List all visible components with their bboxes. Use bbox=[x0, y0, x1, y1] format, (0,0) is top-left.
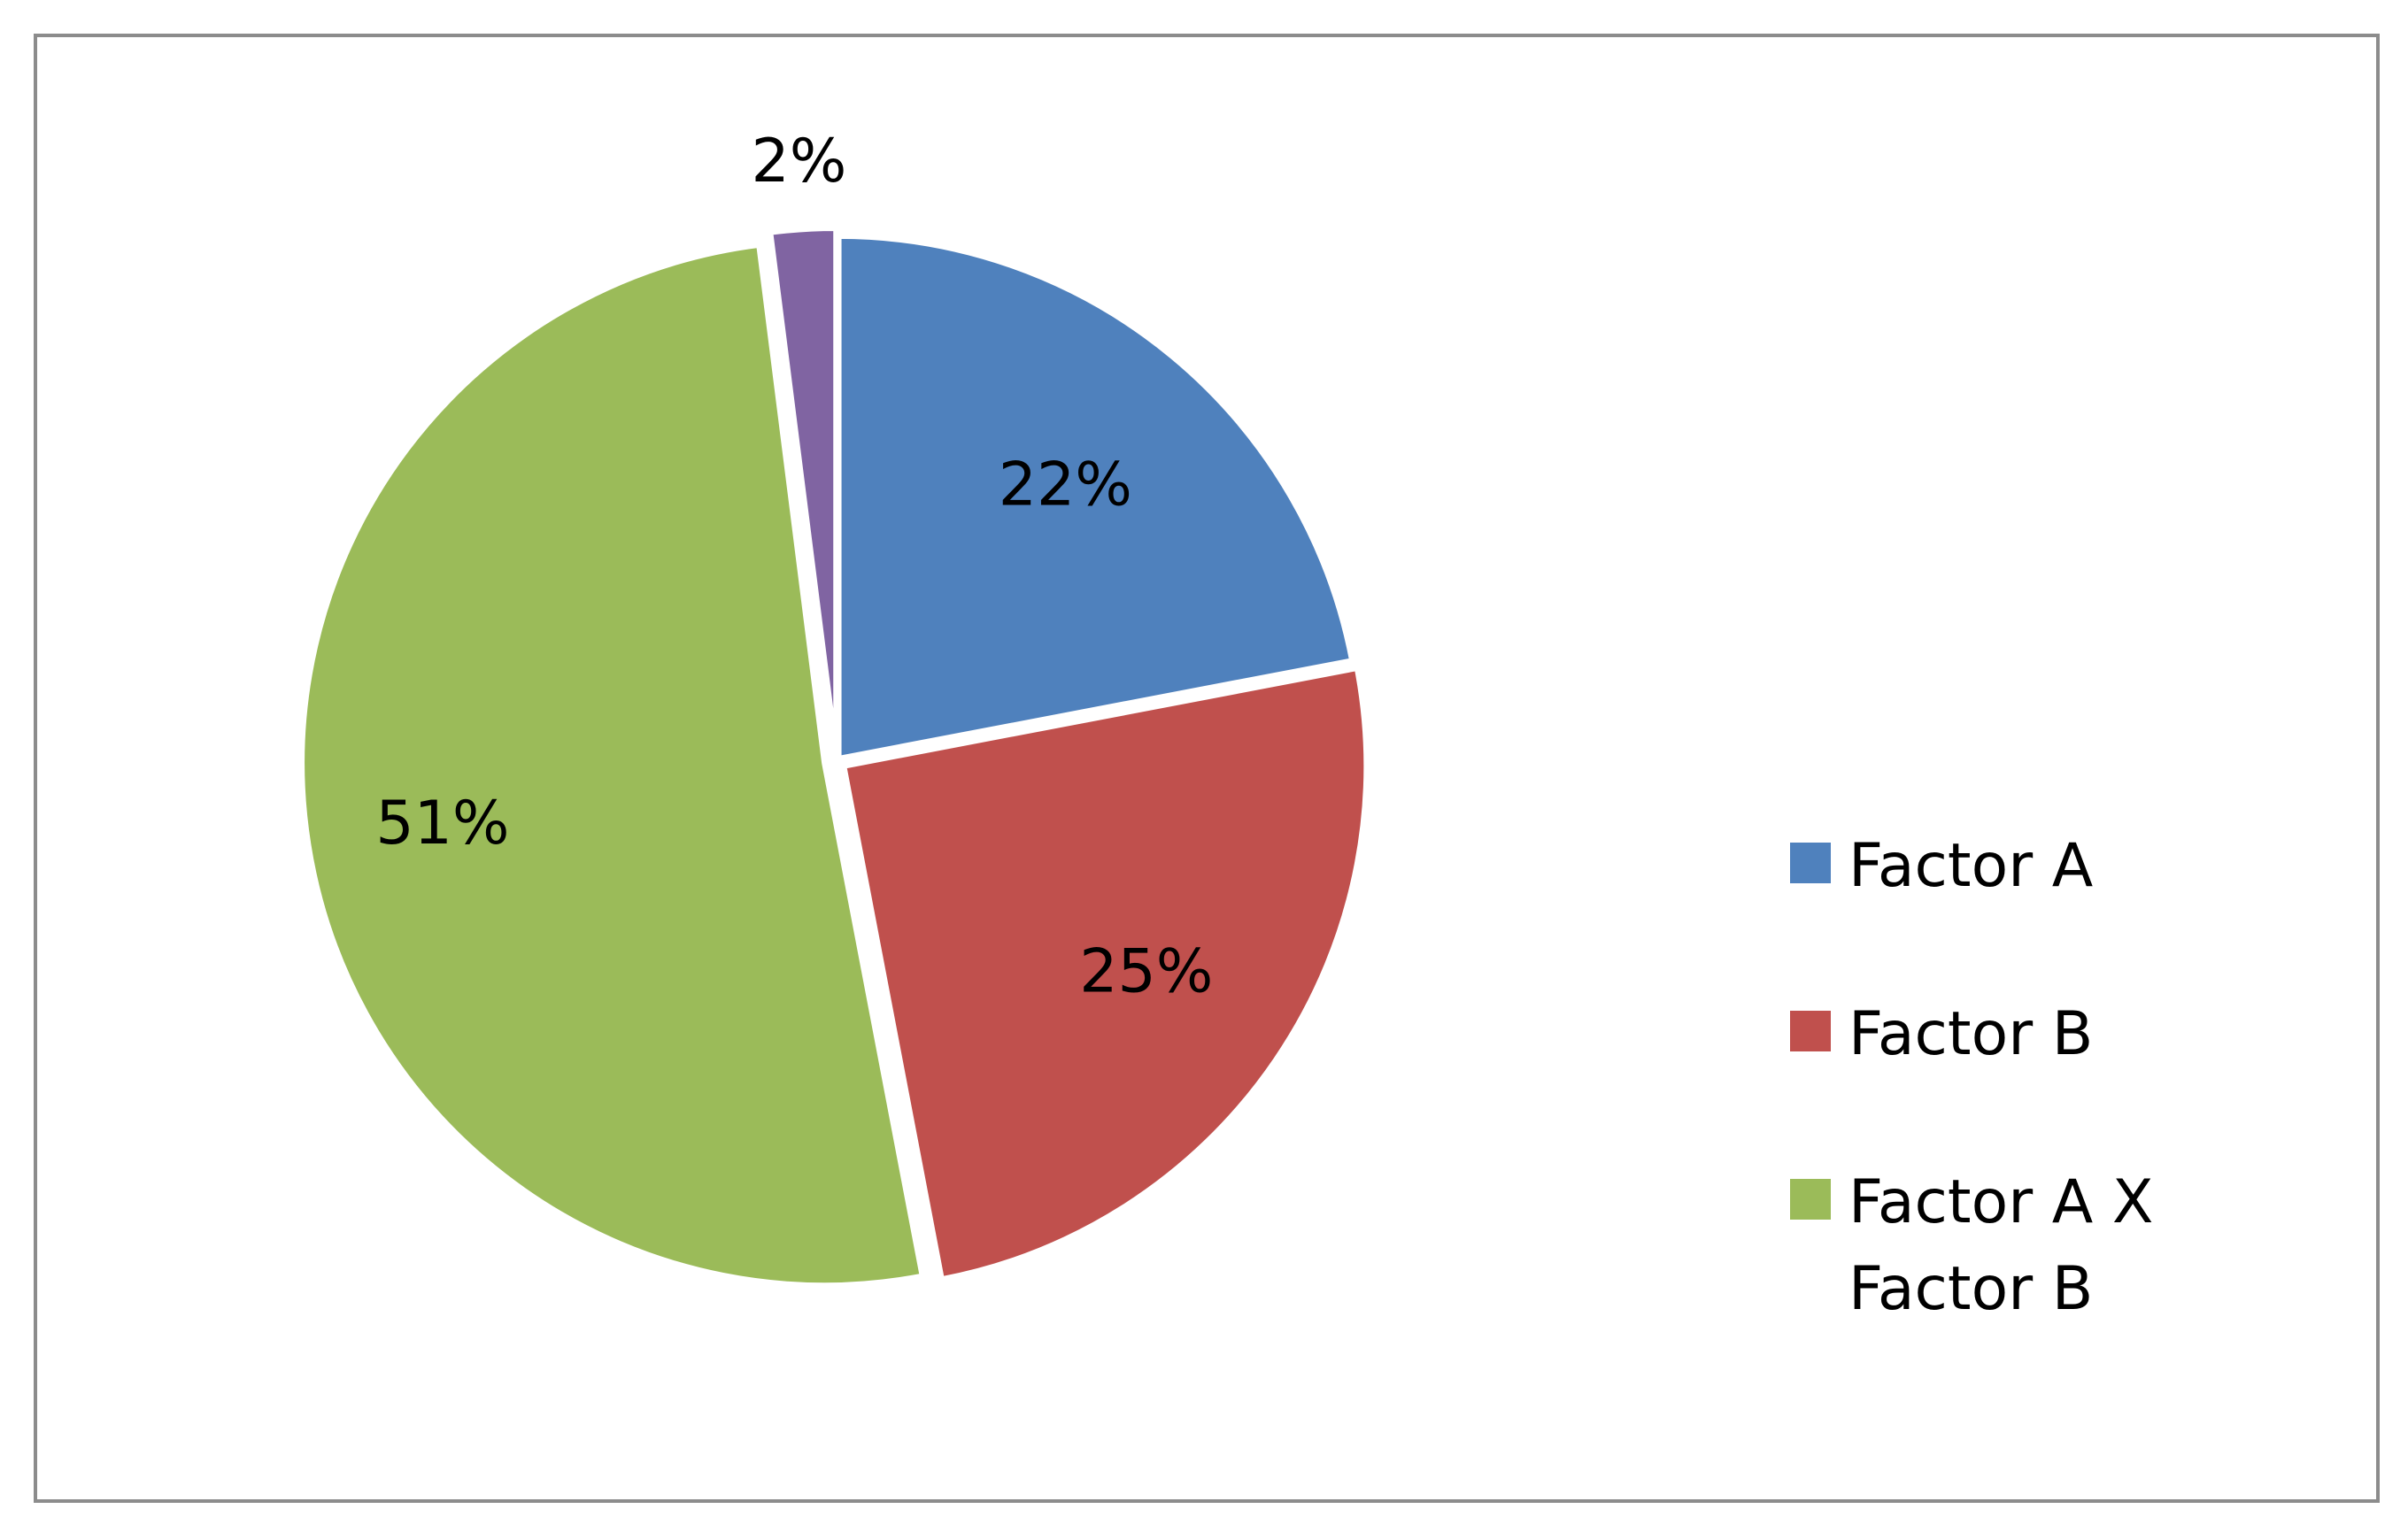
pie-slices bbox=[299, 226, 1370, 1289]
pie-data-labels: 22% 25% 51% 2% bbox=[375, 127, 1213, 1006]
pie-slice-factor-a-x-factor-b bbox=[299, 242, 925, 1289]
legend-label-factor-a-x-factor-b: Factor A X Factor B bbox=[1848, 1167, 2154, 1324]
legend-label-factor-b: Factor B bbox=[1848, 999, 2094, 1069]
legend-swatch-factor-a-x-factor-b bbox=[1790, 1179, 1831, 1220]
pie-slice-unlabeled bbox=[768, 226, 839, 754]
legend-item-factor-b: Factor B bbox=[1790, 991, 2250, 1159]
legend-item-factor-a-x-factor-b: Factor A X Factor B bbox=[1790, 1159, 2250, 1328]
data-label-factor-b: 25% bbox=[1079, 936, 1213, 1006]
data-label-factor-a-x-factor-b: 51% bbox=[375, 789, 509, 859]
pie-slice-factor-a bbox=[836, 233, 1355, 761]
pie-slice-factor-b bbox=[841, 666, 1370, 1282]
legend-swatch-factor-a bbox=[1790, 843, 1831, 883]
legend: Factor A Factor B Factor A X Factor B bbox=[1790, 823, 2250, 1328]
legend-item-factor-a: Factor A bbox=[1790, 823, 2250, 991]
legend-swatch-factor-b bbox=[1790, 1011, 1831, 1051]
data-label-unlabeled: 2% bbox=[751, 127, 846, 196]
data-label-factor-a: 22% bbox=[999, 450, 1132, 520]
legend-label-factor-a: Factor A bbox=[1848, 831, 2094, 901]
